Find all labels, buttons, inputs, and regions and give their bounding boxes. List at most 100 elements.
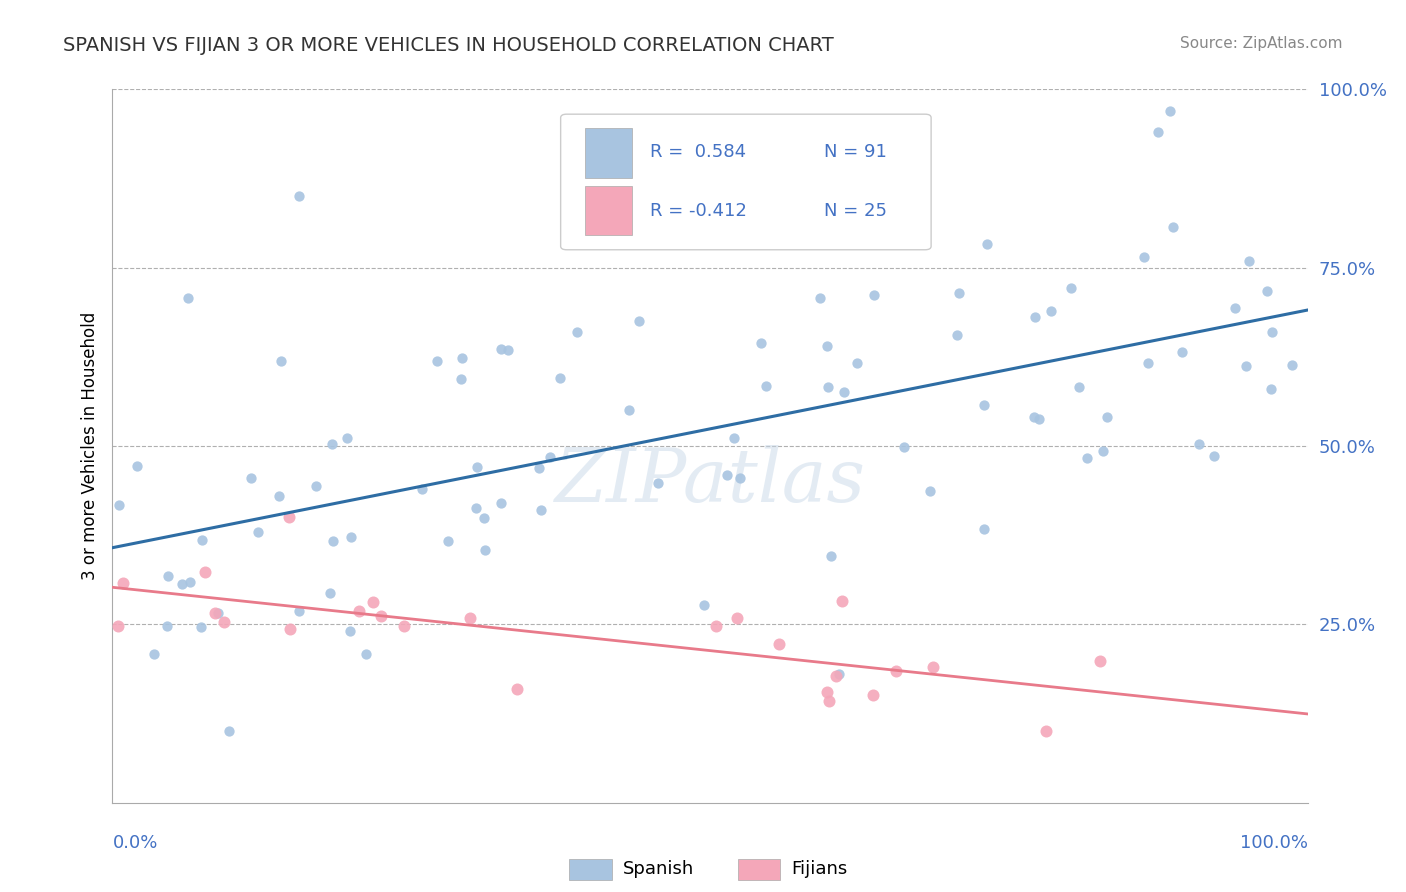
Point [862,688,884,702]
Point [817,380,839,394]
Y-axis label: 3 or more Vehicles in Household: 3 or more Vehicles in Household [80,312,98,580]
Point [973,522,995,536]
Point [749,336,772,351]
Point [538,450,561,464]
Point [450,351,472,365]
Point [920,483,942,498]
Text: R =  0.584: R = 0.584 [650,143,747,161]
Point [723,430,745,444]
Point [1225,301,1247,315]
Point [1188,436,1211,450]
FancyBboxPatch shape [585,128,633,178]
Point [1161,220,1184,235]
Point [142,647,165,661]
Point [212,615,235,629]
Point [1039,304,1062,318]
Text: 0.0%: 0.0% [112,834,157,852]
Point [548,370,571,384]
Point [156,569,179,583]
Point [693,599,716,613]
Point [496,343,519,357]
Point [336,431,359,445]
Text: Fijians: Fijians [792,860,848,878]
Point [863,288,886,302]
Point [278,510,301,524]
Point [704,619,727,633]
Point [465,501,488,516]
FancyBboxPatch shape [585,186,633,235]
Point [530,503,553,517]
Point [627,313,650,327]
Point [1090,654,1112,668]
Text: 100.0%: 100.0% [1240,834,1308,852]
Point [1091,444,1114,458]
Point [506,682,529,697]
Point [1236,359,1258,374]
Point [465,460,488,475]
Point [207,606,229,620]
Point [278,622,301,636]
Point [827,667,849,681]
Point [491,343,513,357]
Point [155,618,177,632]
Point [354,647,377,661]
Point [948,286,970,301]
Point [973,398,995,412]
Point [218,724,240,739]
Point [170,576,193,591]
Point [322,533,344,548]
Point [489,496,512,510]
Point [946,327,969,342]
Point [474,543,496,558]
Point [728,471,751,485]
Point [321,437,343,451]
Point [437,534,460,549]
Text: ZIPatlas: ZIPatlas [554,445,866,518]
Point [922,660,945,674]
Point [1260,325,1282,339]
Point [824,669,846,683]
Point [1260,382,1282,396]
Point [1256,284,1278,298]
Point [1060,281,1083,295]
Point [339,624,361,638]
Point [1028,412,1050,426]
Point [347,604,370,618]
Point [527,461,550,475]
Point [1237,254,1260,268]
Point [1136,357,1159,371]
Point [1147,125,1170,139]
Point [108,499,131,513]
Text: N = 25: N = 25 [824,202,887,219]
Point [288,189,311,203]
Point [810,291,832,305]
Point [190,533,212,548]
Point [472,510,495,524]
Point [319,585,342,599]
Point [768,637,790,651]
Point [884,664,907,678]
Point [815,338,838,352]
Point [1159,103,1181,118]
Point [832,384,855,399]
Point [647,475,669,490]
Point [125,459,148,474]
Point [755,378,778,392]
Point [194,566,217,580]
Point [565,326,588,340]
Point [426,354,449,368]
Point [1097,410,1119,425]
Point [831,594,853,608]
Point [450,372,472,386]
Point [893,440,915,454]
Point [1024,310,1046,324]
Point [820,549,842,564]
Point [411,482,433,496]
Point [177,291,200,305]
Point [247,524,270,539]
Point [1035,724,1057,739]
Point [716,467,738,482]
Point [370,609,392,624]
Point [239,471,262,485]
Point [1204,449,1226,463]
